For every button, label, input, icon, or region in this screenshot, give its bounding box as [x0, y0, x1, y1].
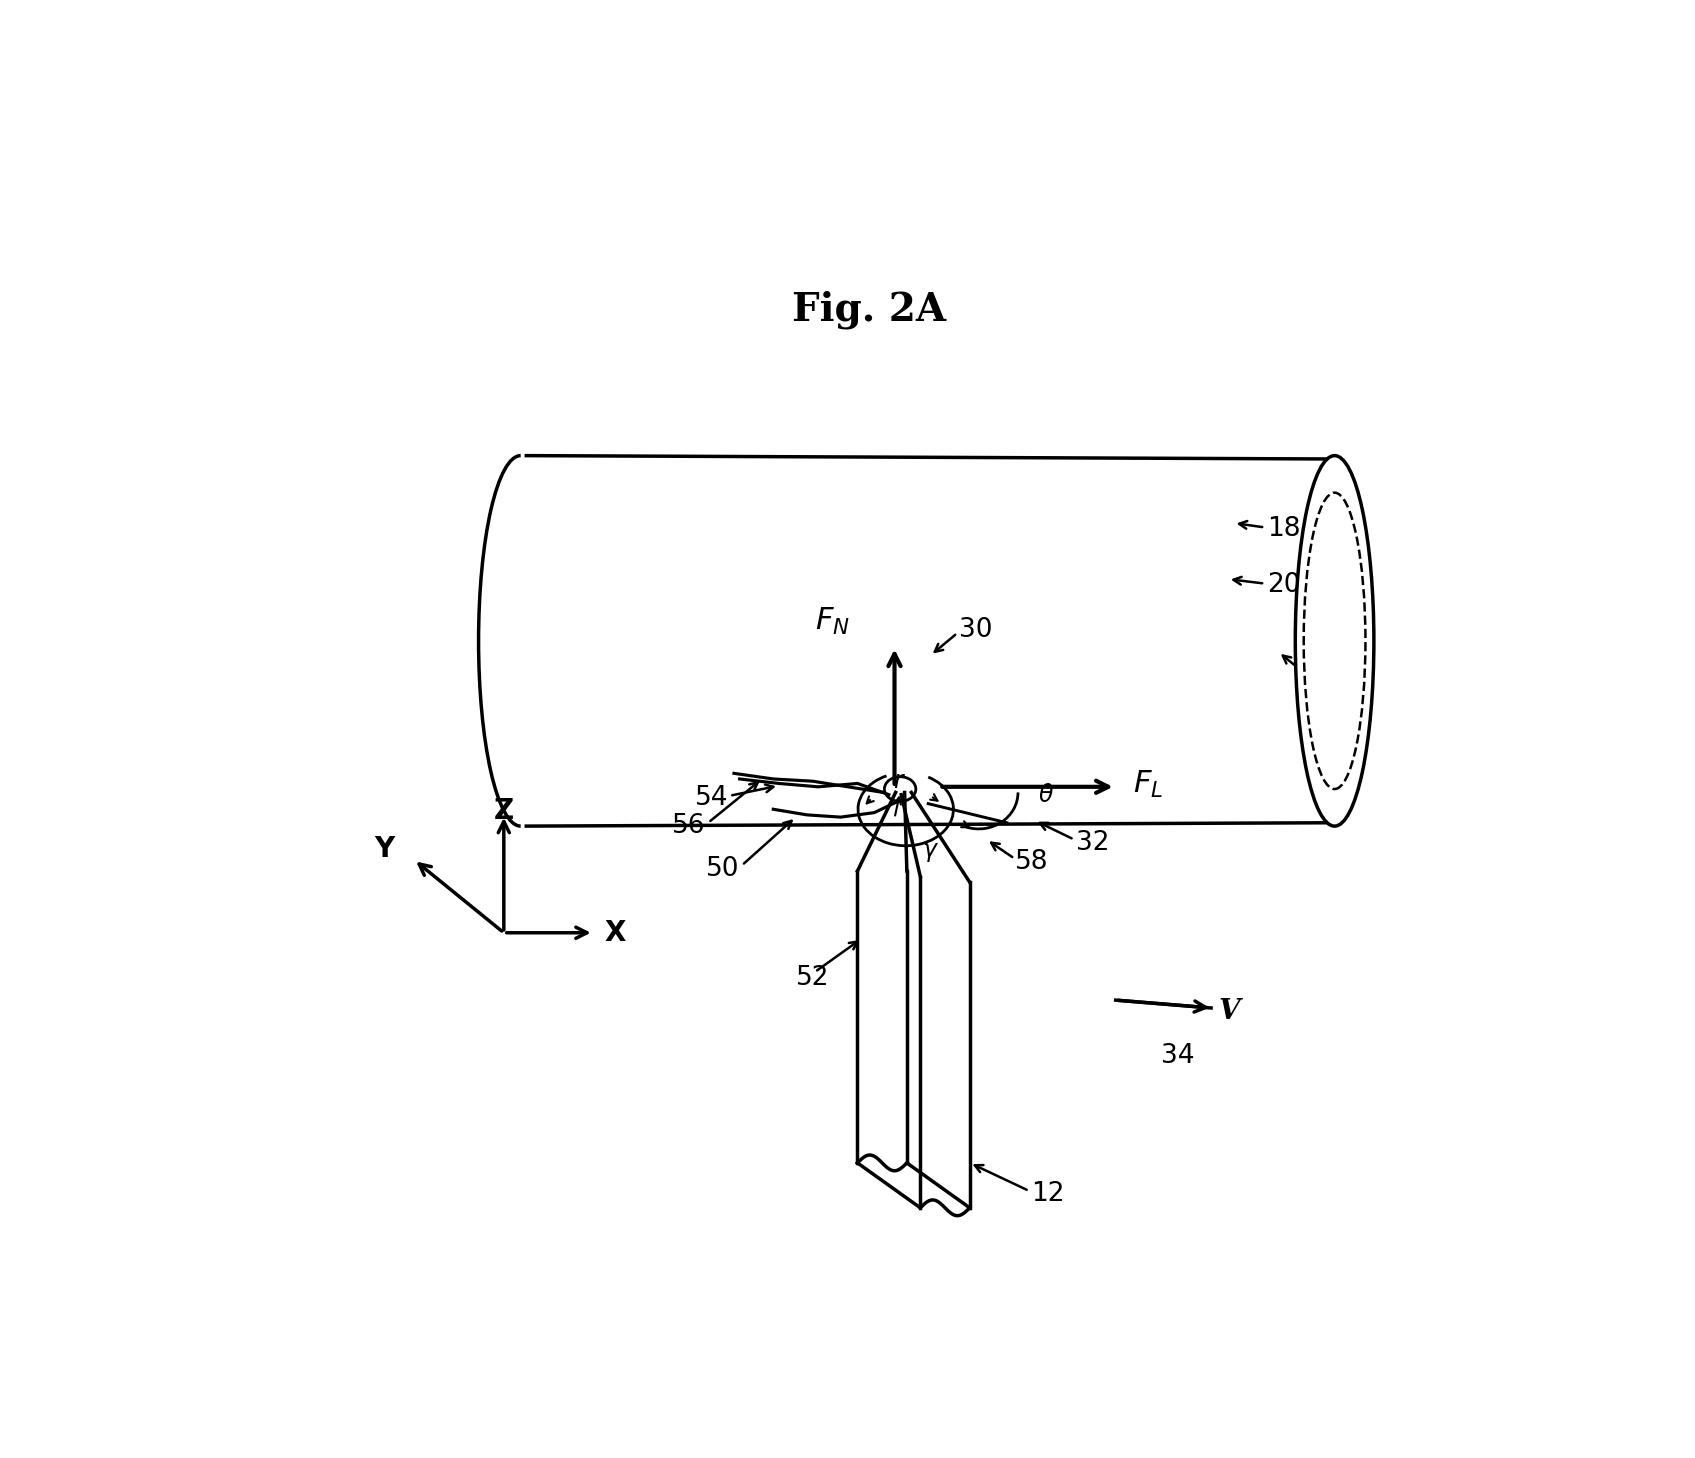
Text: 32: 32 [1076, 830, 1110, 856]
Text: 54: 54 [695, 784, 729, 811]
Text: 34: 34 [1161, 1044, 1193, 1069]
Text: $\gamma$: $\gamma$ [922, 840, 939, 865]
Text: 58: 58 [1015, 849, 1048, 875]
Text: 16: 16 [1303, 662, 1337, 688]
Text: $F_N$: $F_N$ [815, 607, 851, 637]
Text: X: X [605, 919, 625, 946]
Text: 18: 18 [1268, 516, 1300, 541]
Ellipse shape [1295, 455, 1375, 827]
Text: 52: 52 [795, 965, 829, 990]
Text: 56: 56 [673, 814, 705, 840]
Text: 20: 20 [1268, 572, 1300, 598]
Text: Y: Y [375, 834, 395, 863]
Text: 30: 30 [958, 617, 992, 643]
Text: V: V [1219, 997, 1241, 1025]
Text: Z: Z [493, 798, 514, 825]
Text: Fig. 2A: Fig. 2A [792, 290, 946, 330]
Text: 12: 12 [1032, 1181, 1064, 1207]
Text: $\theta$: $\theta$ [1037, 783, 1054, 806]
Text: 50: 50 [707, 856, 739, 882]
Text: $F_L$: $F_L$ [1132, 768, 1163, 800]
Text: r: r [893, 770, 903, 793]
